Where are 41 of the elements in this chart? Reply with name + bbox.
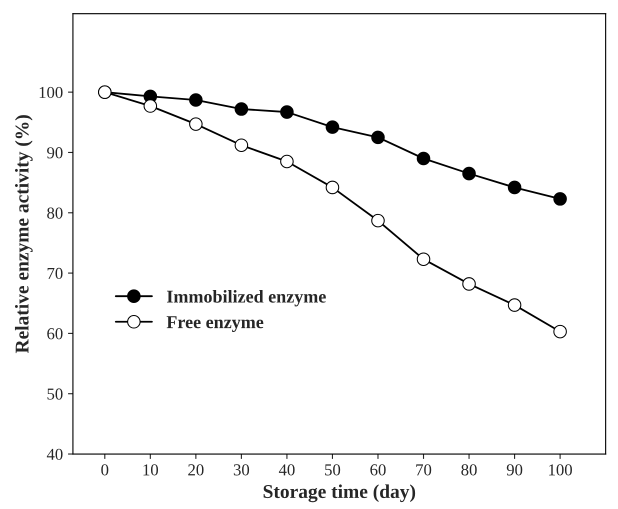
x-tick-label: 90 <box>506 464 522 476</box>
x-tick-label: 30 <box>234 464 250 476</box>
legend-label: Immobilized enzyme <box>166 290 326 306</box>
x-tick-label: 80 <box>461 464 477 476</box>
x-tick-label: 100 <box>549 464 572 476</box>
x-tick-label: 60 <box>370 464 386 476</box>
point <box>508 180 522 194</box>
point <box>371 214 385 228</box>
y-tick-label: 50 <box>48 388 63 400</box>
x-tick-label: 20 <box>188 464 204 476</box>
point <box>189 117 203 131</box>
point <box>371 130 385 144</box>
point <box>280 154 294 168</box>
x-tick-label: 10 <box>143 464 158 476</box>
point <box>280 105 294 119</box>
legend-label: Free enzyme <box>166 316 264 332</box>
x-axis-title: Storage time (day) <box>264 484 416 502</box>
x-tick-label: 40 <box>278 464 295 476</box>
point <box>416 252 430 266</box>
point <box>462 277 476 291</box>
point <box>189 93 203 107</box>
y-tick-label: 40 <box>46 448 63 460</box>
y-tick-label: 90 <box>47 147 63 158</box>
point <box>144 99 158 113</box>
point <box>553 192 567 206</box>
y-tick-label: 100 <box>40 86 63 98</box>
x-tick-label: 0 <box>101 464 108 476</box>
point <box>234 102 248 116</box>
point <box>416 152 430 166</box>
point <box>508 298 522 312</box>
point <box>553 324 567 338</box>
x-tick-label: 50 <box>325 464 340 476</box>
y-tick-label: 60 <box>47 328 63 340</box>
y-tick-label: 70 <box>48 268 63 280</box>
point <box>326 180 340 194</box>
x-tick-label: 70 <box>416 464 432 476</box>
point <box>326 120 340 134</box>
point <box>234 138 248 152</box>
y-axis-title: Relative enzyme activity (%) <box>14 115 33 354</box>
y-tick-label: 80 <box>47 207 63 219</box>
point <box>462 166 476 180</box>
